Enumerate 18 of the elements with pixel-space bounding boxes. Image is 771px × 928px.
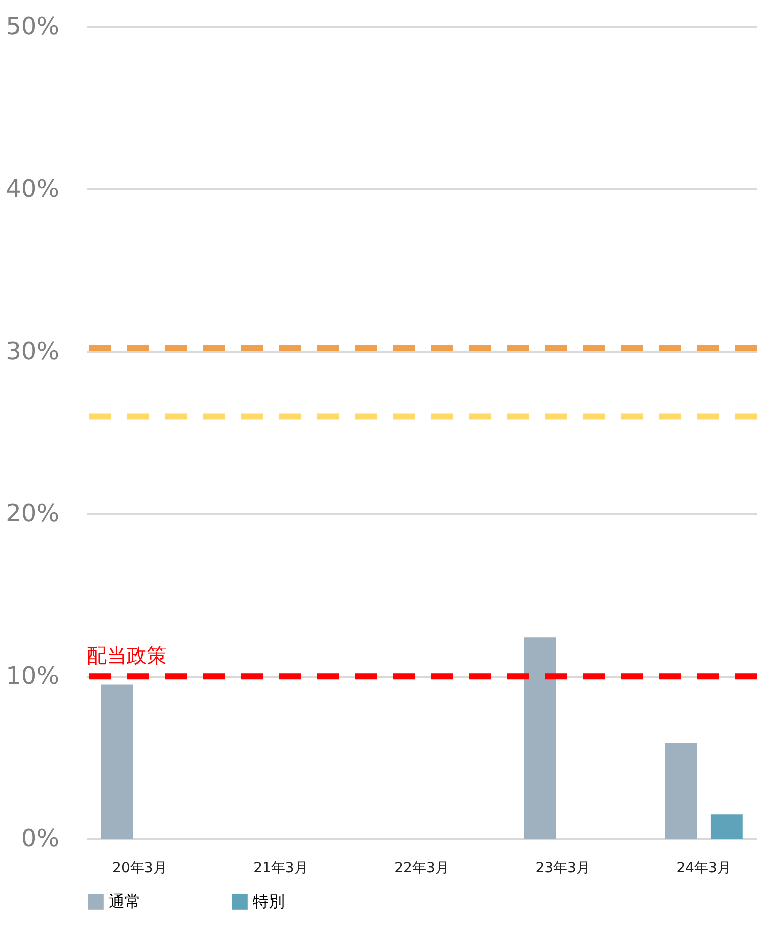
- y-tick-label: 20%: [6, 500, 60, 528]
- y-tick-label: 50%: [6, 12, 60, 40]
- legend-label: 通常: [109, 892, 141, 911]
- bar: [101, 684, 134, 839]
- x-tick-label: 23年3月: [536, 860, 590, 876]
- x-tick-label: 21年3月: [254, 860, 308, 876]
- y-tick-label: 30%: [6, 337, 60, 366]
- ref-line-label: 配当政策: [87, 644, 167, 668]
- bar: [710, 814, 743, 839]
- y-tick-label: 0%: [21, 824, 60, 852]
- bar: [524, 638, 556, 839]
- legend-label: 特別: [253, 892, 285, 911]
- x-tick-label: 22年3月: [394, 860, 450, 876]
- x-tick-label: 20年3月: [112, 860, 168, 876]
- y-tick-label: 10%: [6, 662, 60, 690]
- y-tick-label: 40%: [6, 174, 60, 203]
- bar: [665, 743, 698, 839]
- x-tick-label: 24年3月: [676, 860, 732, 876]
